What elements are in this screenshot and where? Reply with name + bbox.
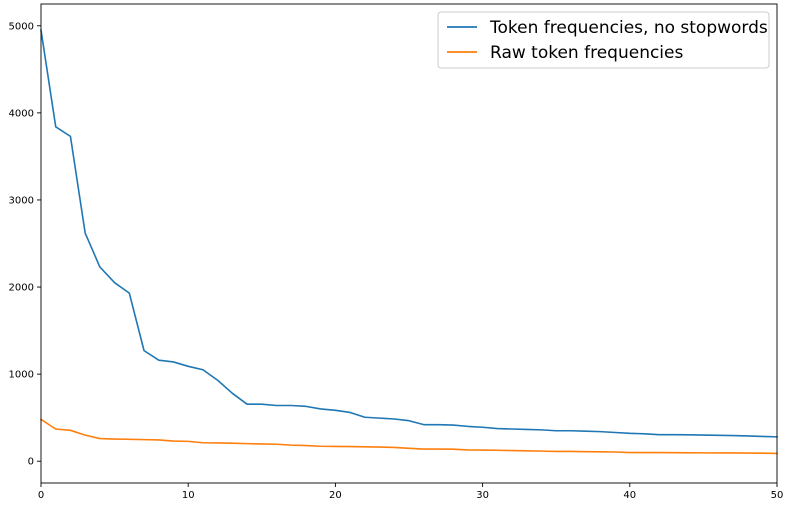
axes-frame: [40, 3, 778, 484]
y-tick-label: 4000: [9, 108, 34, 119]
y-tick-label: 1000: [9, 370, 34, 381]
y-tick-label: 3000: [9, 195, 34, 206]
legend: Token frequencies, no stopwords Raw token…: [437, 11, 770, 69]
plot-background: [41, 4, 777, 483]
x-tick-label: 50: [771, 490, 784, 501]
y-tick-label: 2000: [9, 283, 34, 294]
x-tick-label: 0: [38, 490, 44, 501]
plot-area: [41, 4, 777, 483]
series-line-1: [39, 418, 778, 455]
x-tick-label: 40: [623, 490, 636, 501]
x-tick-label: 30: [476, 490, 489, 501]
series-layer: [39, 29, 778, 455]
y-tick-label: 0: [28, 457, 34, 468]
series-line-0: [40, 29, 778, 438]
y-tick-label: 5000: [9, 21, 34, 32]
legend-box: [437, 11, 770, 69]
axes-layer: 0 10 20 30 40 50 0 1000 2000 3000 4000 5000: [9, 3, 784, 501]
legend-label-0: Token frequencies, no stopwords: [489, 18, 768, 38]
x-tick-label: 20: [329, 490, 342, 501]
x-tick-label: 10: [182, 490, 195, 501]
legend-label-1: Raw token frequencies: [490, 43, 683, 63]
